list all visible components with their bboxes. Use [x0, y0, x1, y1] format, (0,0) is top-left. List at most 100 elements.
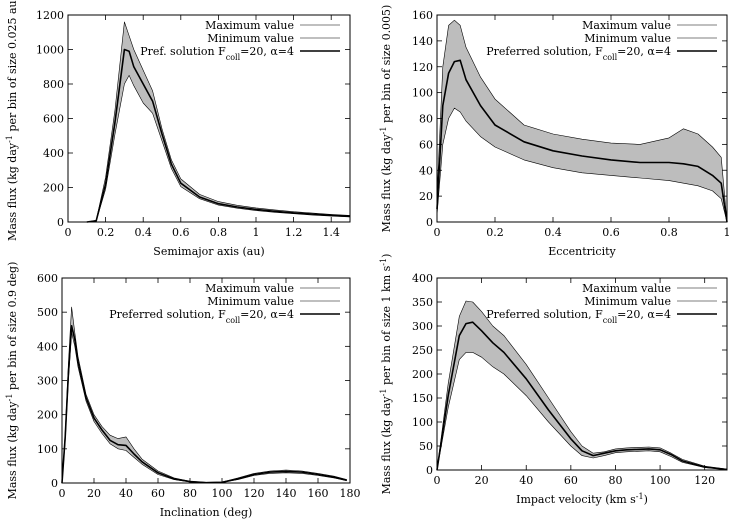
x-axis-label-rest: ): [644, 493, 648, 506]
x-axis-label-text: Semimajor axis (au): [153, 245, 264, 258]
y-axis-label-rest: ): [380, 254, 393, 258]
y-axis-label: Mass flux (kg day-1 per bin of size 0.00…: [379, 5, 394, 233]
x-tick-label: 0.4: [544, 226, 562, 239]
x-tick-label: 40: [119, 487, 133, 500]
x-tick-label: 180: [340, 487, 361, 500]
x-axis-label-text: Eccentricity: [548, 245, 616, 258]
legend-pref-text: Preferred solution, F: [486, 45, 603, 58]
y-tick-label: 800: [43, 78, 64, 91]
band-area: [62, 307, 347, 483]
x-axis-label: Semimajor axis (au): [153, 245, 264, 258]
x-tick-label: 0.6: [172, 226, 190, 239]
x-tick-label: 80: [183, 487, 197, 500]
legend-pref-label: Preferred solution, Fcoll=20, α=4: [109, 308, 294, 325]
legend-min-label: Minimum value: [584, 32, 671, 45]
y-tick-label: 100: [412, 87, 433, 100]
x-tick-label: 0.4: [134, 226, 152, 239]
legend-pref-text: Pref. solution F: [140, 45, 226, 58]
legend-pref-label: Pref. solution Fcoll=20, α=4: [140, 45, 294, 62]
legend-max-label: Maximum value: [582, 282, 671, 295]
legend-pref-label: Preferred solution, Fcoll=20, α=4: [486, 308, 671, 325]
y-axis-label-text: Mass flux (kg day: [6, 142, 19, 241]
y-tick-label: 1000: [36, 44, 64, 57]
x-tick-label: 0.2: [486, 226, 504, 239]
y-tick-label: 200: [43, 182, 64, 195]
y-axis-label-sup: -1: [379, 127, 388, 135]
legend-max-label: Maximum value: [582, 19, 671, 32]
y-axis-label-sup: -1: [379, 389, 388, 397]
y-axis-label-mid: per bin of size 1 km s: [380, 265, 393, 388]
x-tick-label: 0: [65, 226, 72, 239]
x-tick-label: 1: [724, 226, 731, 239]
x-tick-label: 20: [87, 487, 101, 500]
legend-min-label: Minimum value: [584, 295, 671, 308]
y-axis-label-text: Mass flux (kg day: [380, 396, 393, 495]
y-tick-label: 350: [412, 296, 433, 309]
legend-pref-rest: =20, α=4: [617, 45, 671, 58]
y-tick-label: 400: [37, 340, 58, 353]
panel-semimajor: 0 0.2 0.4 0.6 0.8 1 1.2 1.4 0 200 400 600 800 1000 120…: [5, 0, 351, 258]
plot-frame: [436, 277, 728, 471]
x-tick-label: 60: [151, 487, 165, 500]
y-tick-label: 0: [57, 216, 64, 229]
y-axis-label-sup2: -1: [379, 258, 388, 266]
legend-pref-sub: coll: [603, 53, 618, 62]
y-tick-label: 0: [51, 477, 58, 490]
y-tick-label: 0: [426, 464, 433, 477]
legend-min-label: Minimum value: [207, 32, 294, 45]
max-series-line: [436, 300, 728, 471]
legend-pref-label: Preferred solution, Fcoll=20, α=4: [486, 45, 671, 62]
x-tick-label: 0: [59, 487, 66, 500]
y-tick-label: 20: [419, 190, 433, 203]
x-axis-label-text: Impact velocity (km s: [516, 493, 636, 506]
y-tick-label: 500: [37, 306, 58, 319]
y-tick-label: 140: [412, 35, 433, 48]
y-axis-label-text: Mass flux (kg day: [380, 134, 393, 233]
y-axis-label: Mass flux (kg day-1 per bin of size 0.02…: [5, 0, 20, 241]
legend-pref-sub: coll: [226, 53, 241, 62]
y-tick-label: 150: [412, 392, 433, 405]
x-tick-label: 80: [608, 474, 622, 487]
y-tick-label: 200: [412, 368, 433, 381]
y-tick-label: 120: [412, 61, 433, 74]
x-axis-label: Eccentricity: [548, 245, 616, 258]
legend-pref-sub: coll: [603, 316, 618, 325]
x-tick-label: 1.2: [285, 226, 303, 239]
min-series-line: [86, 75, 351, 223]
legend-pref-rest: =20, α=4: [240, 308, 294, 321]
y-axis-label-text: Mass flux (kg day: [6, 401, 19, 500]
x-tick-label: 1: [253, 226, 260, 239]
y-tick-label: 60: [419, 138, 433, 151]
x-axis-label-sup: -1: [636, 492, 644, 501]
x-tick-label: 40: [519, 474, 533, 487]
x-tick-label: 100: [650, 474, 671, 487]
x-tick-label: 100: [212, 487, 233, 500]
legend-pref-rest: =20, α=4: [240, 45, 294, 58]
legend-pref-text: Preferred solution, F: [486, 308, 603, 321]
band-area: [437, 301, 727, 470]
x-tick-label: 20: [475, 474, 489, 487]
y-tick-label: 80: [419, 113, 433, 126]
x-tick-label: 0.6: [602, 226, 620, 239]
y-axis-label-rest: per bin of size 0.005): [380, 5, 393, 127]
y-tick-label: 0: [426, 216, 433, 229]
min-series-line: [436, 107, 728, 223]
pref-series-line: [61, 325, 347, 484]
pref-series-line: [436, 321, 728, 471]
max-series-line: [436, 19, 728, 223]
panel-inclination: 0 20 40 60 80 100 120 140 160 180 0 100 200 300 400 500…: [5, 262, 361, 519]
legend-min-label: Minimum value: [207, 295, 294, 308]
y-axis-label: Mass flux (kg day-1 per bin of size 1 km…: [379, 254, 394, 495]
min-series-line: [61, 332, 347, 484]
legend-pref-rest: =20, α=4: [617, 308, 671, 321]
x-tick-label: 120: [244, 487, 265, 500]
legend-max-label: Maximum value: [205, 282, 294, 295]
panel-eccentricity: 0 0.2 0.4 0.6 0.8 1 0 20 40 60 80 100 120 140 160 Eccen…: [379, 5, 731, 258]
y-tick-label: 100: [37, 443, 58, 456]
y-tick-label: 100: [412, 416, 433, 429]
x-tick-label: 0.2: [97, 226, 115, 239]
x-axis-label: Impact velocity (km s-1): [516, 492, 648, 507]
